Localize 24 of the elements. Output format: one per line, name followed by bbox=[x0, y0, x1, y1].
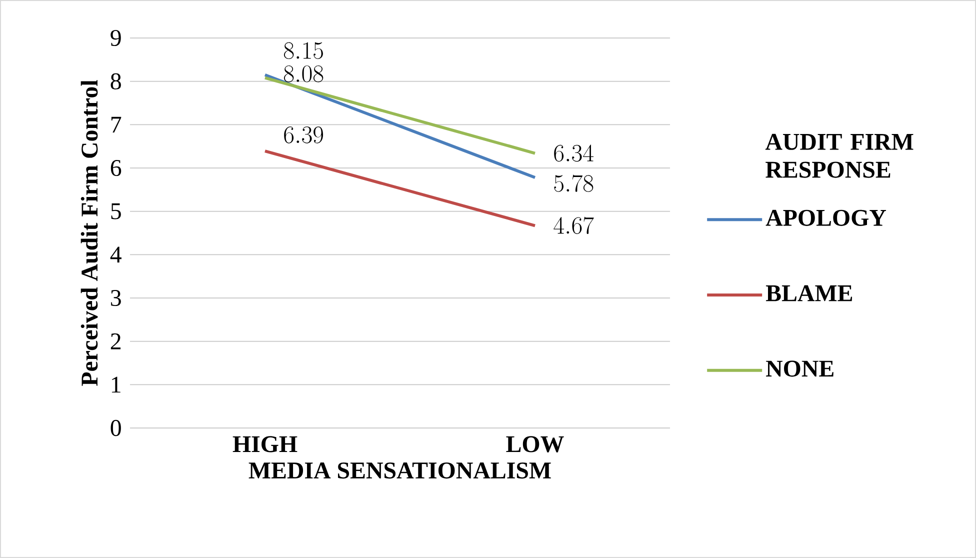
y-tick-label: 7 bbox=[111, 116, 122, 132]
data-label: 8.08 bbox=[284, 65, 324, 82]
y-tick-label: 4 bbox=[110, 246, 122, 263]
data-label: 5.78 bbox=[554, 174, 594, 192]
y-tick-label: 8 bbox=[110, 73, 121, 90]
legend-title: AUDIT FIRM RESPONSE bbox=[765, 134, 914, 178]
data-label: 6.39 bbox=[284, 126, 324, 144]
legend-label: NONE bbox=[766, 360, 834, 377]
y-tick-label: 3 bbox=[111, 290, 121, 306]
y-tick-label: 5 bbox=[111, 203, 121, 220]
legend-label: BLAME bbox=[766, 285, 852, 302]
y-axis-title: Perceived Audit Firm Control bbox=[80, 80, 98, 386]
y-tick-label: 1 bbox=[112, 376, 120, 393]
x-tick-label: HIGH bbox=[232, 436, 298, 452]
y-tick-label: 9 bbox=[110, 30, 121, 46]
data-label: 6.34 bbox=[554, 144, 594, 162]
y-tick-label: 6 bbox=[110, 160, 122, 176]
data-label: 4.67 bbox=[554, 216, 594, 234]
y-tick-label: 2 bbox=[110, 333, 121, 350]
legend-label: APOLOGY bbox=[766, 210, 886, 226]
y-tick-label: 0 bbox=[110, 420, 121, 436]
x-tick-label: LOW bbox=[506, 436, 564, 452]
x-axis-title: MEDIA SENSATIONALISM bbox=[248, 462, 551, 479]
data-label: 8. 15 bbox=[284, 42, 323, 60]
